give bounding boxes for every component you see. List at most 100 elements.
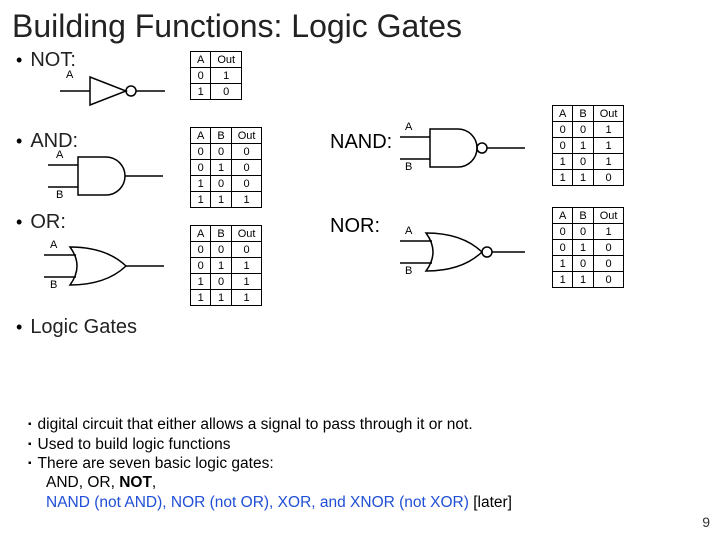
td: 0 bbox=[593, 256, 624, 272]
td: 1 bbox=[231, 290, 262, 306]
td: 0 bbox=[191, 258, 211, 274]
nor-input-b: B bbox=[405, 265, 412, 277]
square-bullet-icon: ▪ bbox=[28, 439, 32, 450]
td: 0 bbox=[573, 154, 593, 170]
td: 1 bbox=[191, 274, 211, 290]
td: 1 bbox=[553, 256, 573, 272]
td: 0 bbox=[191, 144, 211, 160]
bullet-dot-icon: • bbox=[16, 49, 22, 71]
td: 0 bbox=[211, 84, 242, 100]
bullet-dot-icon: • bbox=[16, 316, 22, 338]
footer-line5: NAND (not AND), NOR (not OR), XOR, and X… bbox=[46, 493, 700, 512]
footer-text: , bbox=[152, 474, 156, 491]
td: 0 bbox=[593, 272, 624, 288]
slide-title: Building Functions: Logic Gates bbox=[0, 0, 720, 49]
td: 1 bbox=[211, 192, 231, 208]
td: 1 bbox=[553, 154, 573, 170]
th: B bbox=[573, 106, 593, 122]
td: 1 bbox=[593, 154, 624, 170]
footer-line4: AND, OR, NOT, bbox=[46, 473, 700, 492]
th: B bbox=[211, 128, 231, 144]
nor-input-a: A bbox=[405, 225, 412, 237]
nand-gate-icon bbox=[400, 123, 530, 173]
bullet-dot-icon: • bbox=[16, 211, 22, 233]
footer-line3: ▪There are seven basic logic gates: bbox=[28, 454, 700, 473]
footer-text-bold: NOT bbox=[119, 474, 152, 491]
td: 0 bbox=[191, 68, 211, 84]
td: 1 bbox=[573, 272, 593, 288]
nor-truth-table: ABOut 001 010 100 110 bbox=[552, 207, 624, 288]
and-gate-icon bbox=[48, 151, 168, 201]
bullet-dot-icon: • bbox=[16, 130, 22, 152]
td: 1 bbox=[191, 176, 211, 192]
and-label: AND: bbox=[30, 130, 78, 153]
footer-line2: ▪ Used to build logic functions bbox=[28, 435, 700, 454]
th: B bbox=[573, 208, 593, 224]
or-input-a: A bbox=[50, 239, 57, 251]
nand-truth-table: ABOut 001 011 101 110 bbox=[552, 105, 624, 186]
th: Out bbox=[231, 226, 262, 242]
th: A bbox=[553, 106, 573, 122]
th: A bbox=[191, 128, 211, 144]
and-truth-table: ABOut 000 010 100 111 bbox=[190, 127, 262, 208]
td: 0 bbox=[553, 122, 573, 138]
td: 1 bbox=[593, 224, 624, 240]
td: 0 bbox=[593, 240, 624, 256]
logic-gates-label: Logic Gates bbox=[30, 316, 137, 339]
td: 0 bbox=[211, 242, 231, 258]
td: 0 bbox=[231, 176, 262, 192]
td: 1 bbox=[211, 68, 242, 84]
or-label: OR: bbox=[30, 211, 66, 234]
footer-text: digital circuit that either allows a sig… bbox=[38, 416, 473, 433]
or-gate-icon bbox=[44, 241, 169, 291]
not-input-a: A bbox=[66, 69, 73, 81]
bullet-not: • NOT: bbox=[16, 49, 704, 72]
or-truth-table: ABOut 000 011 101 111 bbox=[190, 225, 262, 306]
td: 1 bbox=[231, 274, 262, 290]
td: 1 bbox=[211, 160, 231, 176]
td: 0 bbox=[553, 224, 573, 240]
th: Out bbox=[593, 208, 624, 224]
td: 1 bbox=[191, 192, 211, 208]
nand-input-b: B bbox=[405, 161, 412, 173]
td: 0 bbox=[211, 274, 231, 290]
footer-text: [later] bbox=[473, 494, 512, 511]
bullet-logic-gates: • Logic Gates bbox=[16, 316, 704, 339]
td: 1 bbox=[553, 272, 573, 288]
nand-input-a: A bbox=[405, 121, 412, 133]
td: 0 bbox=[573, 224, 593, 240]
footer-bullets: ▪ digital circuit that either allows a si… bbox=[28, 415, 700, 512]
th: A bbox=[191, 226, 211, 242]
td: 0 bbox=[553, 138, 573, 154]
square-bullet-icon: ▪ bbox=[28, 458, 32, 469]
nand-label: NAND: bbox=[330, 131, 392, 154]
td: 1 bbox=[231, 258, 262, 274]
footer-line1: ▪digital circuit that either allows a si… bbox=[28, 415, 700, 434]
td: 1 bbox=[191, 84, 211, 100]
nor-label: NOR: bbox=[330, 215, 380, 238]
td: 0 bbox=[573, 256, 593, 272]
td: 0 bbox=[231, 160, 262, 176]
footer-text: AND, OR, bbox=[46, 474, 119, 491]
td: 1 bbox=[231, 192, 262, 208]
td: 1 bbox=[553, 170, 573, 186]
td: 1 bbox=[593, 138, 624, 154]
or-input-b: B bbox=[50, 279, 57, 291]
td: 0 bbox=[593, 170, 624, 186]
th: A bbox=[191, 52, 211, 68]
footer-text: Used to build logic functions bbox=[38, 436, 231, 453]
td: 1 bbox=[573, 138, 593, 154]
th: Out bbox=[231, 128, 262, 144]
nor-gate-icon bbox=[400, 227, 530, 277]
and-input-b: B bbox=[56, 189, 63, 201]
slide-number: 9 bbox=[702, 514, 710, 530]
td: 0 bbox=[191, 160, 211, 176]
not-gate-icon bbox=[60, 71, 170, 111]
th: Out bbox=[593, 106, 624, 122]
td: 0 bbox=[573, 122, 593, 138]
th: A bbox=[553, 208, 573, 224]
td: 1 bbox=[593, 122, 624, 138]
td: 1 bbox=[211, 290, 231, 306]
slide-body: • NOT: • AND: • OR: • Logic Gates A A B … bbox=[0, 49, 720, 339]
td: 1 bbox=[573, 170, 593, 186]
